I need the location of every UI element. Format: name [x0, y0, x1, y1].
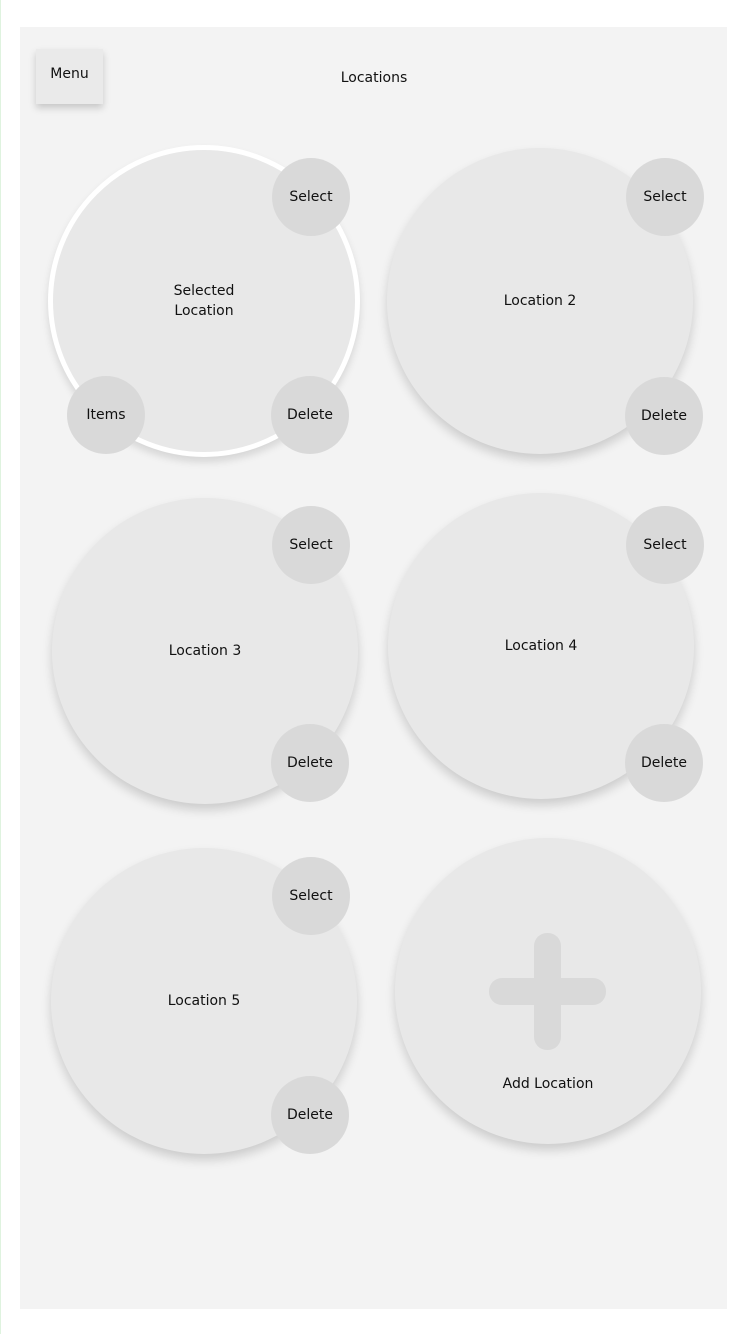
select-button[interactable]: Select [272, 506, 350, 584]
delete-button[interactable]: Delete [625, 377, 703, 455]
location-label: Location 4 [504, 638, 578, 654]
location-label: Location 3 [168, 643, 242, 659]
select-button[interactable]: Select [272, 158, 350, 236]
delete-button[interactable]: Delete [625, 724, 703, 802]
select-button[interactable]: Select [626, 506, 704, 584]
page-title: Locations [340, 70, 408, 86]
items-button[interactable]: Items [67, 376, 145, 454]
select-button[interactable]: Select [272, 857, 350, 935]
location-label: Location 5 [167, 993, 241, 1009]
add-location-label: Add Location [502, 1076, 594, 1092]
select-button[interactable]: Select [626, 158, 704, 236]
delete-button[interactable]: Delete [271, 724, 349, 802]
menu-button[interactable]: Menu [36, 49, 103, 104]
add-location-button[interactable]: Add Location [395, 838, 701, 1144]
left-edge-line [0, 0, 1, 1334]
location-label: Location 2 [503, 293, 577, 309]
location-label: Selected Location [173, 283, 235, 319]
delete-button[interactable]: Delete [271, 376, 349, 454]
delete-button[interactable]: Delete [271, 1076, 349, 1154]
